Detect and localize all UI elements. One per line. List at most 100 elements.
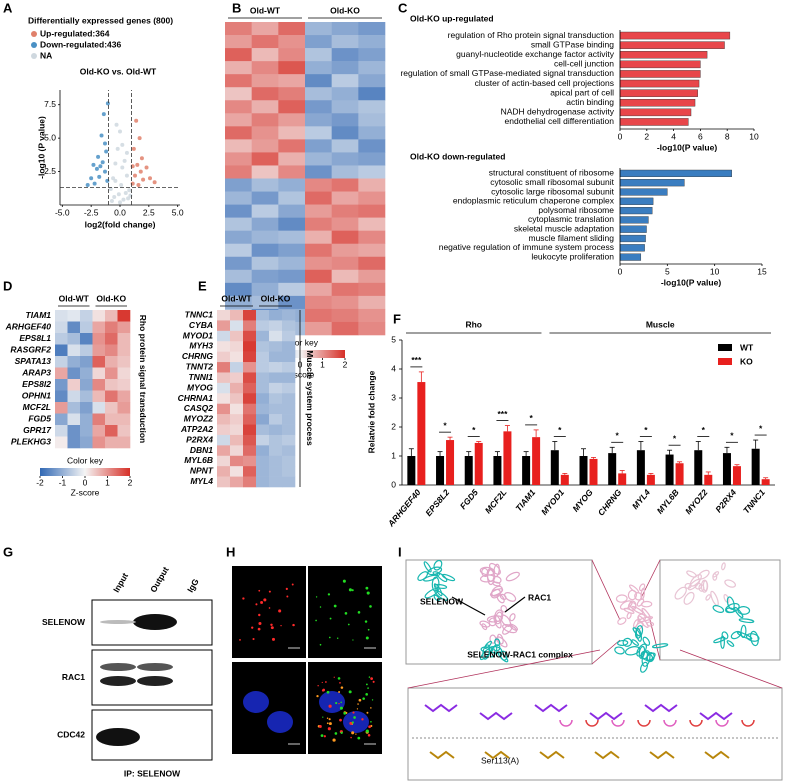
heatmap-cell xyxy=(105,321,118,334)
heatmap-cell xyxy=(305,230,332,245)
bar xyxy=(675,463,684,485)
heatmap-cell xyxy=(331,191,359,205)
heatmap-cell xyxy=(282,445,296,457)
puncta xyxy=(252,637,255,641)
color-key-tick: 2 xyxy=(343,359,348,369)
puncta xyxy=(368,725,371,729)
heatmap-cell xyxy=(305,22,332,36)
heatmap-cell xyxy=(243,372,257,384)
hydrophobic-arc xyxy=(663,719,677,727)
heatmap-cell xyxy=(225,126,252,140)
heatmap-cell xyxy=(269,466,283,477)
bar xyxy=(619,98,696,107)
ribbon xyxy=(736,631,753,640)
category-label: cytosolic large ribosomal subunit xyxy=(491,186,614,196)
heatmap-cell xyxy=(305,204,332,218)
heatmap-cell xyxy=(80,425,93,437)
ribbon xyxy=(433,594,440,602)
heatmap-cell xyxy=(269,351,283,363)
puncta xyxy=(332,738,336,742)
gene-label: MCF2L xyxy=(23,402,51,412)
puncta xyxy=(351,721,354,724)
ribbon xyxy=(617,639,629,646)
heatmap-cell xyxy=(105,402,118,414)
heatmap-cell xyxy=(278,100,306,114)
point xyxy=(126,196,131,201)
heatmap-cell xyxy=(269,414,283,425)
heatmap-cell xyxy=(278,256,306,271)
ribbon xyxy=(500,650,508,661)
heatmap-cell xyxy=(243,466,257,477)
ribbon xyxy=(479,647,493,661)
puncta xyxy=(361,718,364,721)
heatmap-cell xyxy=(331,48,359,62)
ribbon xyxy=(619,600,633,610)
puncta xyxy=(338,691,341,694)
puncta xyxy=(349,721,353,725)
ribbon xyxy=(745,633,760,642)
heatmap-cell xyxy=(256,341,270,352)
x-tick-label: 5.0 xyxy=(172,207,184,217)
column-label: IgG xyxy=(185,577,201,595)
heatmap-cell xyxy=(105,333,118,345)
y-tick-label: 4 xyxy=(391,363,396,373)
heatmap-cell xyxy=(358,269,386,284)
heatmap-cell xyxy=(67,402,81,414)
y-tick-label: 5.0 xyxy=(44,132,56,142)
x-tick-label: 6 xyxy=(698,131,703,141)
legend-swatch xyxy=(718,344,732,351)
heatmap-cell xyxy=(117,333,131,345)
heatmap-cell xyxy=(55,344,68,357)
puncta xyxy=(325,681,327,683)
heatmap-cell xyxy=(243,455,257,467)
significance: *** xyxy=(497,409,508,419)
puncta xyxy=(318,725,322,728)
hydrophobic-arc xyxy=(741,719,755,727)
point xyxy=(119,182,124,187)
heatmap-cell xyxy=(105,436,118,449)
ribbon xyxy=(431,576,440,592)
heatmap-cell xyxy=(67,344,81,357)
x-tick-label: 8 xyxy=(725,131,730,141)
heatmap-cell xyxy=(117,310,131,322)
ribbon xyxy=(683,591,695,605)
significance: * xyxy=(529,413,533,423)
heatmap-cell xyxy=(331,61,359,75)
puncta xyxy=(351,731,355,735)
heatmap-cell xyxy=(282,351,296,363)
ribbon xyxy=(441,573,456,582)
structure-label: RAC1 xyxy=(528,592,551,602)
ligand xyxy=(594,750,620,760)
heatmap-cell xyxy=(269,330,283,342)
heatmap-cell xyxy=(67,367,81,380)
y-tick-label: 7.5 xyxy=(44,99,56,109)
connector xyxy=(679,649,783,689)
column-label: Old-KO xyxy=(96,293,126,303)
heatmap-cell xyxy=(358,74,386,88)
panel-label: I xyxy=(398,544,402,559)
ribbon xyxy=(499,593,507,601)
x-axis-label: -log10(P value) xyxy=(657,142,717,152)
heatmap-cell xyxy=(217,351,231,363)
heatmap-cell xyxy=(305,295,332,310)
puncta xyxy=(343,711,347,715)
x-tick-label: 0 xyxy=(618,266,623,276)
ribbon xyxy=(712,571,720,578)
puncta xyxy=(339,718,342,722)
heatmap-cell xyxy=(117,436,131,449)
heatmap-cell xyxy=(225,139,252,153)
heatmap-cell xyxy=(282,310,296,321)
puncta xyxy=(365,636,369,640)
heatmap-cell xyxy=(55,425,68,437)
nucleus xyxy=(267,711,293,733)
heatmap-cell xyxy=(251,165,279,179)
point xyxy=(123,190,128,195)
heatmap-cell xyxy=(105,367,118,380)
bar xyxy=(550,450,559,485)
heatmap-cell xyxy=(256,445,270,457)
connector xyxy=(639,559,661,601)
heatmap-cell xyxy=(305,35,332,49)
gene-label: TNNI1 xyxy=(188,372,213,382)
heatmap-cell xyxy=(92,310,106,322)
